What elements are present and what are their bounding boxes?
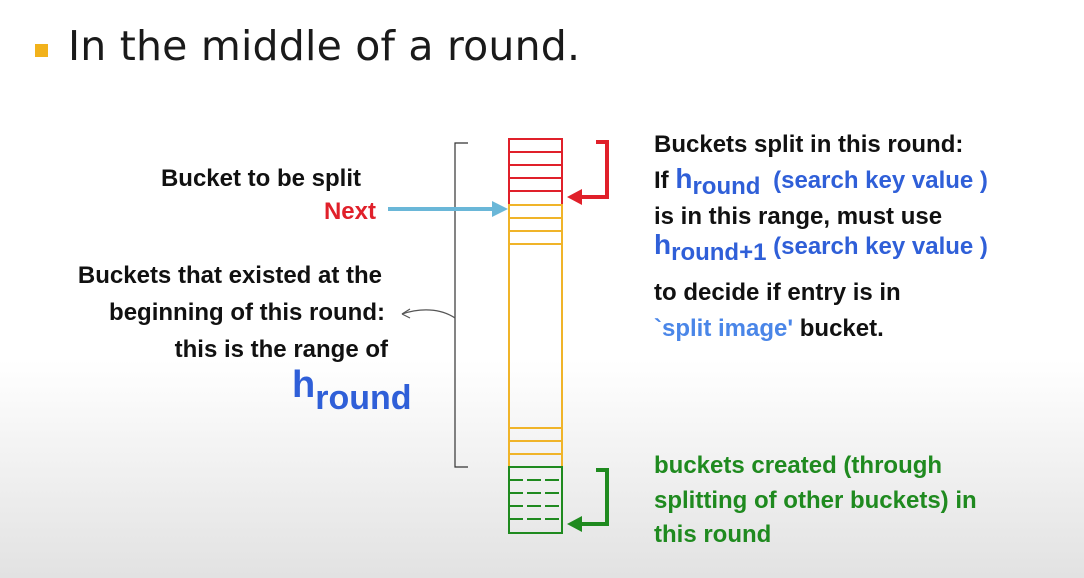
bullet-square <box>35 44 48 57</box>
created-line-2: splitting of other buckets) in <box>654 487 977 514</box>
next-pointer-arrow <box>388 201 508 217</box>
h-round-plus-one-symbol: h <box>654 229 672 260</box>
h-symbol: h <box>292 364 316 406</box>
next-label: Next <box>323 198 376 225</box>
h-round-formula: hround <box>292 364 412 417</box>
existed-line-3: this is the range of <box>174 336 388 363</box>
orange-buckets <box>508 204 563 468</box>
split-round-line-1: Buckets split in this round: <box>654 131 964 158</box>
created-line-3: this round <box>654 521 772 548</box>
red-buckets <box>508 138 563 206</box>
split-round-line-6: `split image' bucket. <box>654 315 884 343</box>
green-bracket-arrow <box>567 468 609 532</box>
existed-line-1: Buckets that existed at the <box>77 262 382 289</box>
page-title: In the middle of a round. <box>68 22 581 70</box>
h-round-subscript: round <box>692 173 761 200</box>
existed-line-2: beginning of this round: <box>109 299 385 326</box>
split-round-line-5: to decide if entry is in <box>654 279 901 306</box>
red-bracket-arrow <box>567 140 609 205</box>
search-key-arg-1: (search key value ) <box>773 167 988 194</box>
created-line-1: buckets created (through <box>654 452 943 479</box>
split-round-line-2: If hround (search key value ) <box>654 163 988 200</box>
split-round-line-4: hround+1 (search key value ) <box>654 229 988 266</box>
search-key-arg-2: (search key value ) <box>773 233 988 260</box>
bucket-to-be-split-label: Bucket to be split <box>160 165 361 192</box>
green-buckets <box>508 466 563 534</box>
h-round-plus-one-subscript: round+1 <box>671 239 767 266</box>
h-subscript: round <box>315 379 412 417</box>
range-pointer-arrow <box>401 309 456 319</box>
split-round-line-3: is in this range, must use <box>654 203 943 230</box>
bucket-word: bucket. <box>799 315 884 342</box>
h-round-symbol: h <box>675 163 693 194</box>
if-word: If <box>654 167 669 194</box>
range-pointer-head <box>401 308 411 319</box>
split-image-label: `split image' <box>654 315 794 342</box>
range-bracket <box>454 142 468 468</box>
